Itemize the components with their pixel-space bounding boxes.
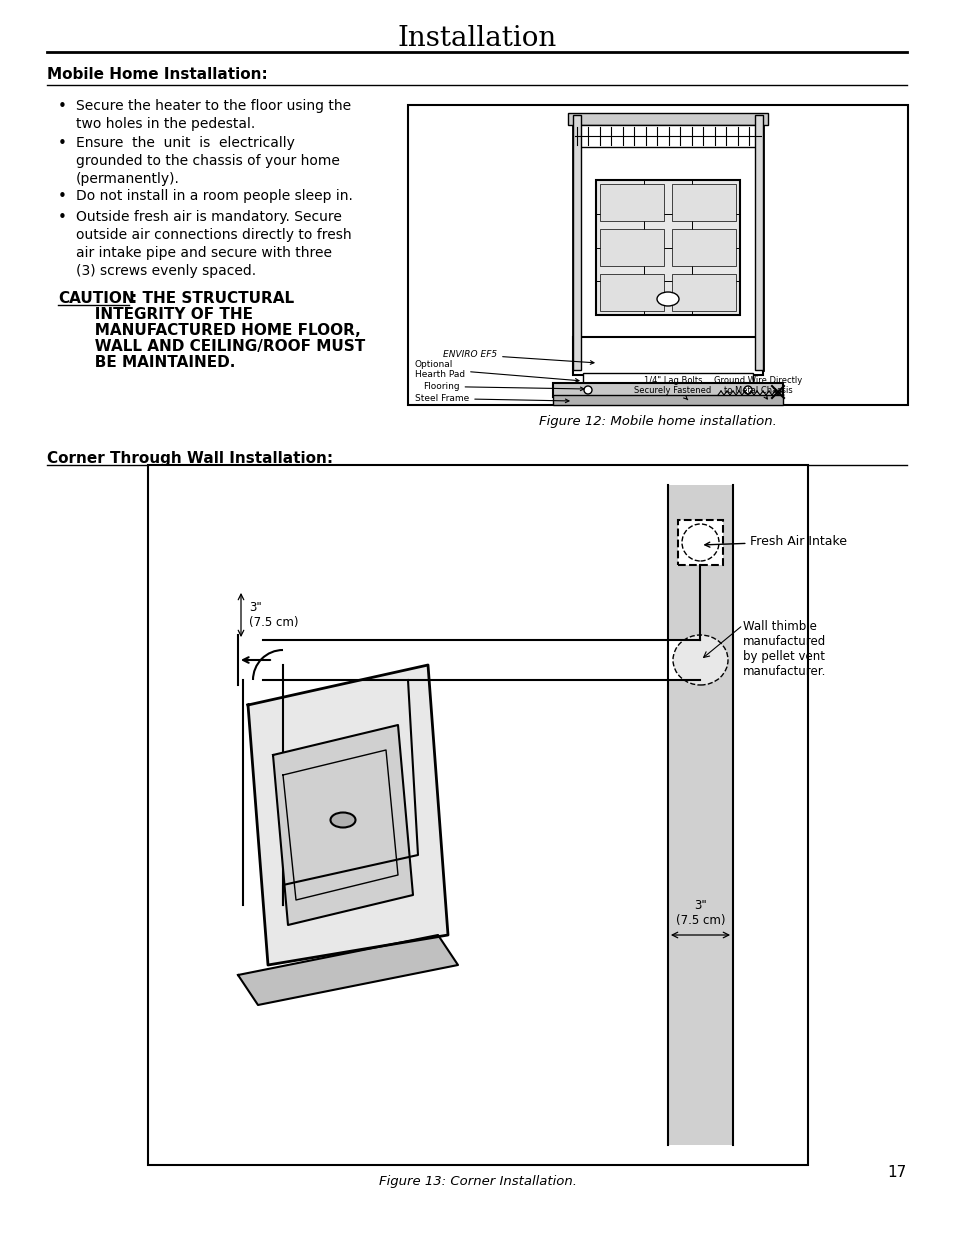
Bar [263, 640, 700, 680]
Bar [582, 373, 752, 387]
Bar [573, 115, 580, 370]
Text: Corner Through Wall Installation:: Corner Through Wall Installation: [47, 451, 333, 466]
Text: Steel Frame: Steel Frame [415, 394, 568, 403]
Bar [671, 274, 735, 311]
Text: 17: 17 [887, 1165, 906, 1179]
Ellipse shape [657, 291, 679, 306]
Text: BE MAINTAINED.: BE MAINTAINED. [58, 354, 235, 370]
Polygon shape [273, 725, 413, 925]
Bar [667, 485, 732, 1145]
Text: Ground Wire Directly
to Metal Chassis: Ground Wire Directly to Metal Chassis [713, 375, 801, 399]
Bar [575, 125, 760, 147]
Bar [553, 395, 782, 405]
Ellipse shape [583, 387, 592, 394]
Bar [596, 180, 740, 315]
Text: WALL AND CEILING/ROOF MUST: WALL AND CEILING/ROOF MUST [58, 338, 365, 354]
Text: CAUTION: CAUTION [58, 291, 134, 306]
Text: : THE STRUCTURAL: : THE STRUCTURAL [131, 291, 294, 306]
Bar [148, 466, 807, 1165]
Bar [567, 112, 767, 125]
Text: Flooring: Flooring [422, 382, 583, 391]
Text: Do not install in a room people sleep in.: Do not install in a room people sleep in… [76, 189, 353, 203]
Text: Figure 13: Corner Installation.: Figure 13: Corner Installation. [378, 1174, 577, 1188]
Polygon shape [248, 664, 448, 965]
Bar [671, 228, 735, 266]
Text: 1/4" Lag Bolts
Securely Fastened: 1/4" Lag Bolts Securely Fastened [634, 375, 711, 400]
Text: Fresh Air Intake: Fresh Air Intake [704, 535, 846, 548]
Bar [671, 184, 735, 221]
Text: 3"
(7.5 cm): 3" (7.5 cm) [675, 899, 724, 927]
Text: 3"
(7.5 cm): 3" (7.5 cm) [249, 601, 298, 629]
Text: •: • [58, 189, 67, 204]
Bar [599, 228, 663, 266]
Text: INTEGRITY OF THE: INTEGRITY OF THE [58, 308, 253, 322]
Text: Secure the heater to the floor using the
two holes in the pedestal.: Secure the heater to the floor using the… [76, 99, 351, 131]
Ellipse shape [672, 635, 727, 685]
Text: •: • [58, 210, 67, 225]
Bar [553, 383, 782, 396]
Text: •: • [58, 136, 67, 151]
Text: Outside fresh air is mandatory. Secure
outside air connections directly to fresh: Outside fresh air is mandatory. Secure o… [76, 210, 352, 278]
Text: Figure 12: Mobile home installation.: Figure 12: Mobile home installation. [538, 415, 776, 429]
Bar [599, 184, 663, 221]
Bar [408, 105, 907, 405]
Polygon shape [237, 935, 457, 1005]
Bar [573, 115, 762, 370]
Ellipse shape [681, 524, 719, 561]
Text: ENVIRO EF5: ENVIRO EF5 [442, 350, 594, 364]
Ellipse shape [743, 387, 751, 394]
Bar [678, 520, 722, 564]
Text: Optional
Hearth Pad: Optional Hearth Pad [415, 359, 578, 382]
Text: Ensure  the  unit  is  electrically
grounded to the chassis of your home
(perman: Ensure the unit is electrically grounded… [76, 136, 339, 185]
Text: Mobile Home Installation:: Mobile Home Installation: [47, 67, 268, 82]
Text: MANUFACTURED HOME FLOOR,: MANUFACTURED HOME FLOOR, [58, 324, 360, 338]
Text: •: • [58, 99, 67, 114]
Text: Installation: Installation [397, 25, 556, 52]
Ellipse shape [330, 813, 355, 827]
Text: Wall thimble
manufactured
by pellet vent
manufacturer.: Wall thimble manufactured by pellet vent… [742, 620, 825, 678]
Bar [754, 115, 762, 370]
Bar [573, 337, 762, 375]
Bar [599, 274, 663, 311]
